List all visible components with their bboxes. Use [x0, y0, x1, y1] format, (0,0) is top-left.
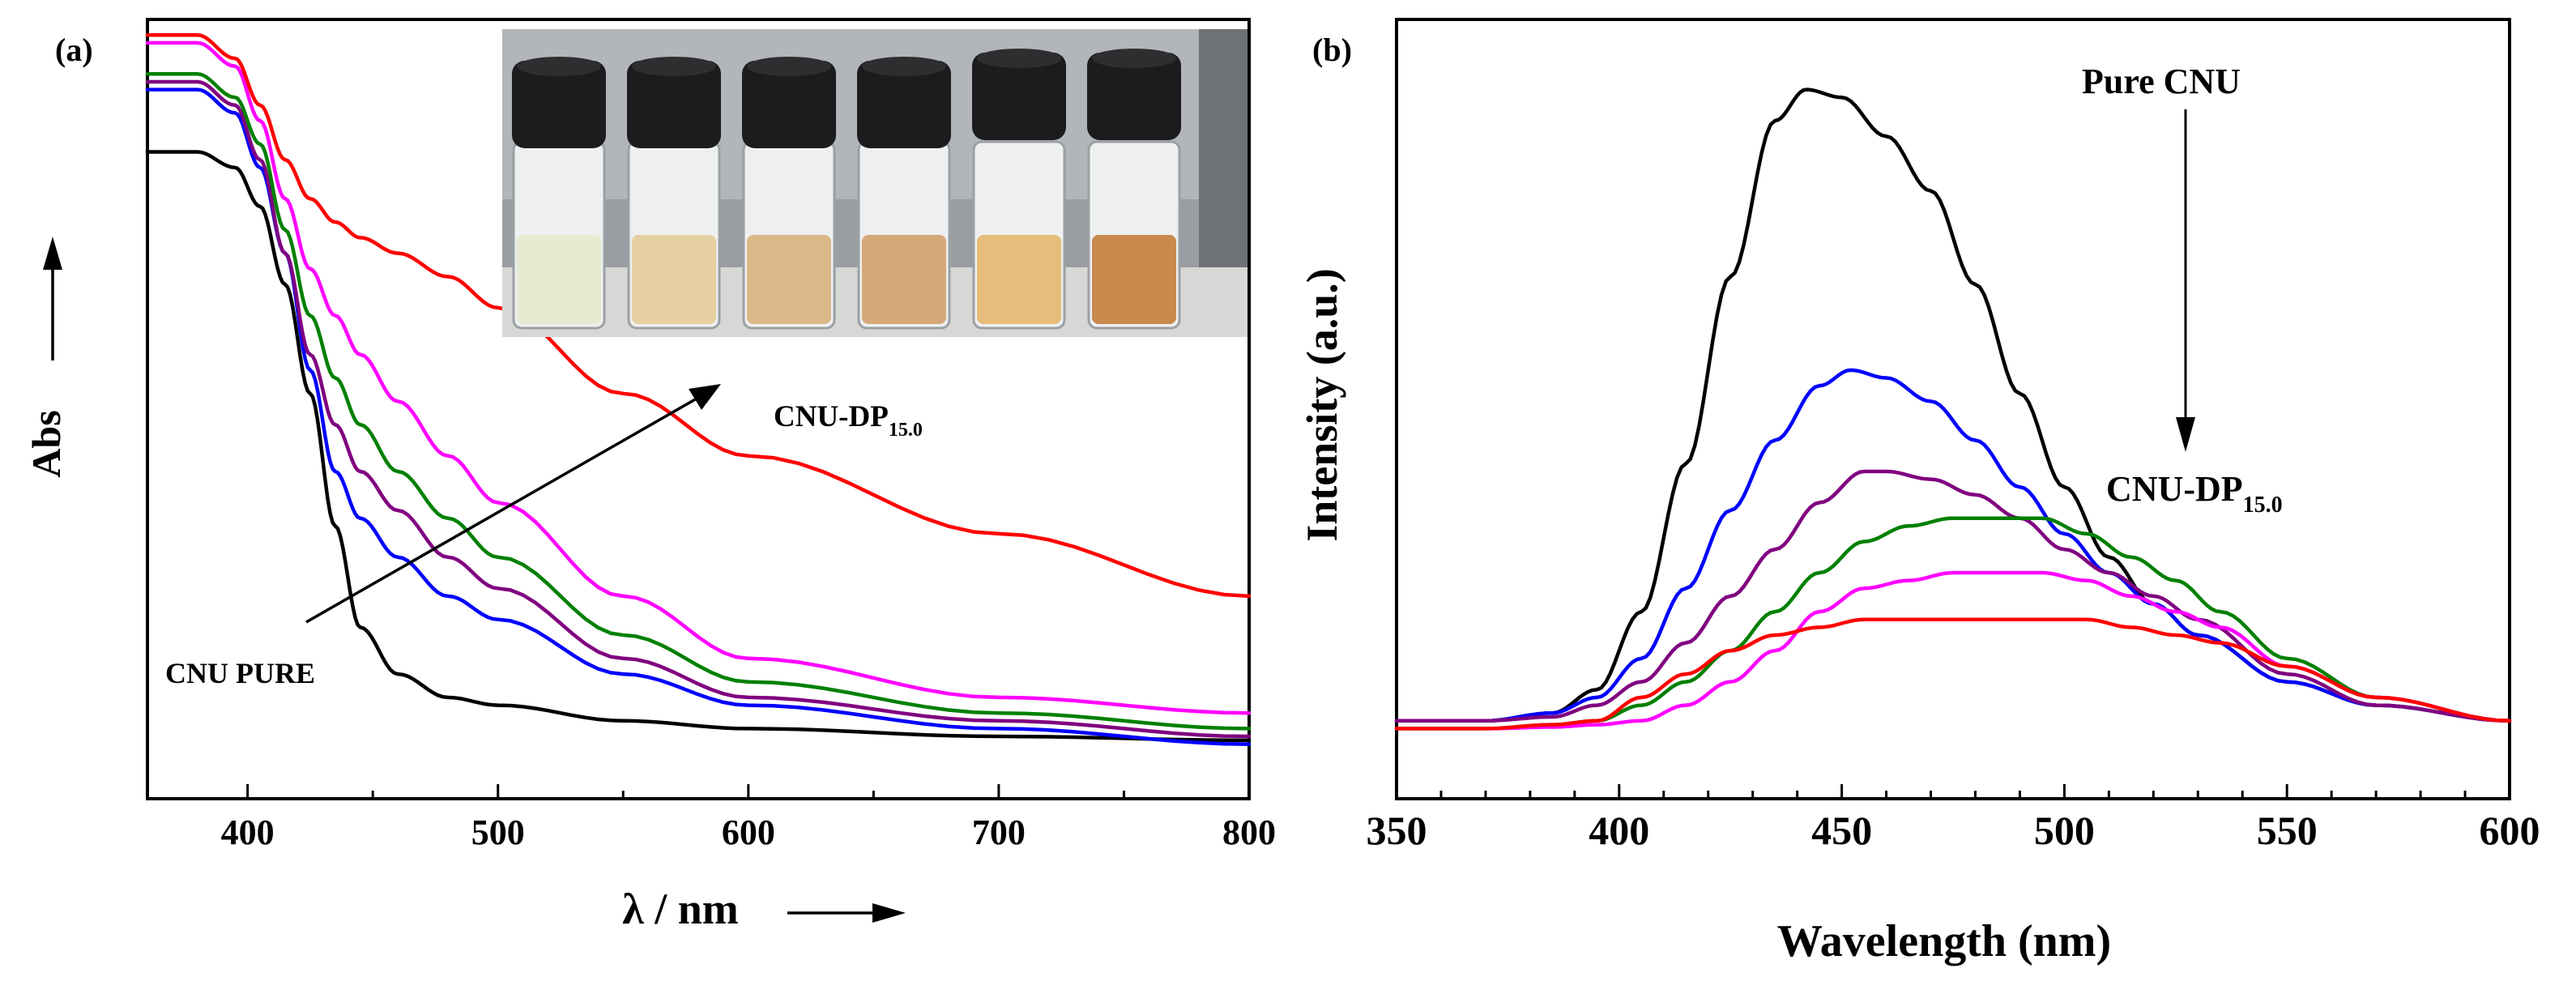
panel-b-ylabel: Intensity (a.u.): [1298, 268, 1346, 542]
vial-cap-top: [747, 57, 831, 76]
x-tick-label-b-400: 400: [1589, 808, 1649, 853]
series-line-b-0: [1394, 87, 2512, 723]
x-tick-label-a-400: 400: [221, 813, 275, 852]
trend-arrowhead-a: [689, 384, 721, 410]
panel-a-ylabel: Abs: [23, 410, 69, 477]
vial-cap-top: [632, 57, 716, 76]
panel-b-xlabel: Wavelength (nm): [1777, 916, 2111, 966]
panel-b-series: [1394, 87, 2512, 731]
panel-a: (a) 400 500 600 700 800 CNU PURE CNU-DP15.0 …: [23, 18, 1276, 933]
ylabel-arrowhead-a: [43, 237, 62, 270]
x-tick-label-b-500: 500: [2034, 808, 2095, 853]
series-line-a-5: [145, 32, 1252, 599]
trend-arrow-a: [305, 397, 697, 624]
panel-b: (b) 350 400 450 500 550 600 Pure CNU CNU-DP15…: [1298, 18, 2540, 966]
vial-cap: [512, 61, 606, 148]
vial-powder: [977, 235, 1061, 324]
vial-cap: [857, 61, 951, 148]
label-cnu-dp-a: CNU-DP15.0: [774, 400, 923, 441]
series-line-a-4: [145, 41, 1252, 715]
panel-b-label: (b): [1312, 32, 1352, 68]
vial-powder: [862, 235, 946, 324]
vial-powder: [1092, 235, 1176, 324]
vials-inset-photo: [502, 29, 1247, 337]
vial-powder: [747, 235, 831, 324]
trend-arrowhead-b: [2176, 417, 2195, 452]
x-tick-label-b-600: 600: [2480, 808, 2540, 853]
label-cnu-dp-b: CNU-DP15.0: [2106, 469, 2283, 518]
panel-a-frame: [146, 18, 1251, 800]
xlabel-arrowhead-a: [872, 903, 906, 923]
panel-b-ticks: 350 400 450 500 550 600: [1367, 784, 2540, 853]
label-pure-cnu: Pure CNU: [2082, 62, 2241, 101]
series-line-a-0: [145, 150, 1252, 743]
series-line-a-1: [145, 87, 1252, 746]
vial-cap-top: [517, 57, 601, 76]
x-tick-label-b-450: 450: [1811, 808, 1872, 853]
vial-cap-top: [977, 49, 1061, 68]
panel-a-label: (a): [55, 32, 93, 68]
x-tick-label-b-550: 550: [2257, 808, 2318, 853]
vial-cap: [1087, 53, 1181, 140]
x-tick-label-a-800: 800: [1222, 813, 1276, 852]
x-tick-label-b-350: 350: [1367, 808, 1427, 853]
vial-cap-top: [1092, 49, 1176, 68]
series-line-a-2: [145, 79, 1252, 739]
x-tick-label-a-500: 500: [471, 813, 525, 852]
series-line-b-5: [1394, 617, 2512, 731]
series-line-a-3: [145, 72, 1252, 731]
vial-powder: [632, 235, 716, 324]
panel-a-series: [145, 32, 1252, 746]
vial-powder: [517, 235, 601, 324]
vial-cap: [627, 61, 721, 148]
vial-cap-top: [862, 57, 946, 76]
series-line-b-4: [1394, 570, 2512, 731]
label-cnu-pure: CNU PURE: [165, 657, 315, 689]
panel-b-frame: [1395, 18, 2511, 800]
series-line-b-1: [1394, 368, 2512, 723]
panel-a-ticks: 400 500 600 700 800: [221, 784, 1276, 852]
x-tick-label-a-600: 600: [722, 813, 775, 852]
vial-cap: [972, 53, 1066, 140]
panel-a-xlabel: λ / nm: [622, 885, 739, 933]
x-tick-label-a-700: 700: [972, 813, 1026, 852]
vial-cap: [742, 61, 836, 148]
